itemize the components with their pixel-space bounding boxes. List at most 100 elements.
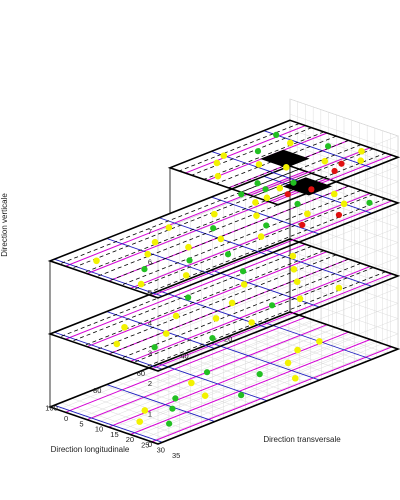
data-point-yellow bbox=[304, 210, 311, 218]
data-point-yellow bbox=[141, 407, 149, 414]
data-point-green bbox=[141, 266, 148, 273]
grid-line bbox=[142, 343, 383, 439]
dashed-rail bbox=[133, 267, 374, 363]
data-point-yellow bbox=[293, 278, 301, 286]
z-tick-label: 0 bbox=[148, 440, 152, 449]
data-point-yellow bbox=[113, 340, 121, 348]
dashed-rail bbox=[83, 177, 325, 273]
data-point-yellow bbox=[291, 374, 299, 382]
y-axis-label: Direction transversale bbox=[263, 435, 341, 444]
grid-line bbox=[127, 338, 368, 434]
x-tick-label: 60 bbox=[137, 369, 145, 378]
x-tick-label: 20 bbox=[224, 334, 232, 343]
data-point-yellow bbox=[289, 252, 297, 260]
data-point-yellow bbox=[290, 266, 298, 273]
data-point-yellow bbox=[185, 243, 192, 251]
y-tick-label: 5 bbox=[79, 419, 83, 428]
y-tick-label: 10 bbox=[95, 425, 103, 434]
data-point-red bbox=[338, 160, 345, 167]
data-point-yellow bbox=[358, 147, 365, 155]
data-point-red bbox=[331, 167, 338, 175]
floor-1 bbox=[47, 238, 400, 372]
transverse-line bbox=[158, 217, 268, 256]
dashed-rail bbox=[71, 245, 312, 342]
data-point-yellow bbox=[188, 379, 195, 387]
dashed-rail bbox=[203, 131, 325, 180]
dashed-rail bbox=[83, 250, 325, 346]
y-tick-label: 25 bbox=[141, 440, 149, 449]
data-point-yellow bbox=[287, 139, 294, 147]
data-point-green bbox=[239, 268, 247, 275]
data-point-green bbox=[169, 405, 176, 412]
data-point-yellow bbox=[137, 280, 145, 288]
grid-line bbox=[73, 319, 314, 416]
data-point-yellow bbox=[228, 299, 236, 307]
longitudinal-line bbox=[65, 243, 306, 340]
transverse-line bbox=[54, 258, 163, 297]
data-point-yellow bbox=[321, 157, 329, 165]
z-tick-label: 3 bbox=[148, 349, 152, 358]
data-point-green bbox=[254, 148, 262, 155]
longitudinal-line bbox=[130, 339, 371, 435]
transverse-line bbox=[106, 384, 215, 422]
longitudinal-line bbox=[185, 125, 306, 174]
dashed-rail bbox=[145, 198, 386, 295]
data-point-green bbox=[203, 369, 211, 376]
dashed-rail bbox=[191, 127, 312, 176]
transverse-line bbox=[263, 130, 372, 169]
dashed-rail bbox=[240, 144, 362, 193]
transverse-line bbox=[54, 404, 163, 443]
y-tick-label: 0 bbox=[64, 414, 68, 423]
data-point-yellow bbox=[284, 359, 292, 367]
data-point-yellow bbox=[212, 315, 220, 322]
tick-labels: 0 1 2 3 4 5 6 7 20 40 60 80 100 0 5 10 15 20 25 30 35 bbox=[45, 227, 232, 460]
data-point-red bbox=[308, 186, 315, 193]
x-axis-label: Direction longitudinale bbox=[51, 445, 130, 454]
floor-0 bbox=[47, 311, 400, 445]
floor-outline bbox=[47, 311, 400, 445]
dashed-rail bbox=[145, 271, 386, 368]
data-point-yellow bbox=[214, 172, 222, 180]
data-point-green bbox=[268, 302, 276, 309]
data-point-yellow bbox=[240, 281, 248, 288]
y-tick-label: 20 bbox=[126, 435, 134, 444]
data-point-yellow bbox=[282, 164, 290, 171]
data-point-yellow bbox=[201, 392, 209, 400]
data-point-yellow bbox=[263, 194, 271, 202]
data-point-green bbox=[224, 251, 232, 258]
dashed-rail bbox=[253, 148, 374, 197]
transverse-line bbox=[106, 238, 215, 276]
transverse-line bbox=[54, 331, 163, 370]
data-point-yellow bbox=[151, 238, 159, 246]
data-point-yellow bbox=[257, 233, 265, 240]
data-point-green bbox=[238, 191, 245, 198]
data-point-green bbox=[324, 143, 332, 150]
data-point-yellow bbox=[172, 312, 180, 320]
longitudinal-line bbox=[151, 346, 393, 443]
longitudinal-line bbox=[130, 265, 371, 362]
z-tick-label: 1 bbox=[148, 410, 152, 419]
data-point-red bbox=[335, 211, 343, 219]
data-point-green bbox=[186, 257, 193, 264]
longitudinal-line bbox=[250, 147, 371, 196]
data-point-yellow bbox=[220, 152, 228, 159]
grid-line bbox=[111, 332, 352, 429]
grid-line bbox=[119, 335, 360, 432]
z-tick-label: 4 bbox=[148, 318, 152, 327]
data-point-red bbox=[284, 191, 291, 198]
data-point-yellow bbox=[252, 199, 259, 206]
dashed-rail bbox=[71, 172, 312, 269]
data-point-green bbox=[263, 222, 270, 229]
grid-line bbox=[80, 322, 321, 418]
dashed-rail bbox=[179, 123, 300, 172]
data-point-yellow bbox=[211, 210, 218, 218]
grid-line bbox=[134, 340, 375, 437]
data-point-green bbox=[273, 131, 280, 138]
y-tick-label: 35 bbox=[172, 451, 180, 460]
transverse-line bbox=[158, 363, 268, 402]
data-point-green bbox=[210, 225, 217, 232]
data-point-yellow bbox=[294, 346, 301, 354]
data-point-red bbox=[299, 221, 306, 229]
data-point-yellow bbox=[217, 235, 225, 243]
